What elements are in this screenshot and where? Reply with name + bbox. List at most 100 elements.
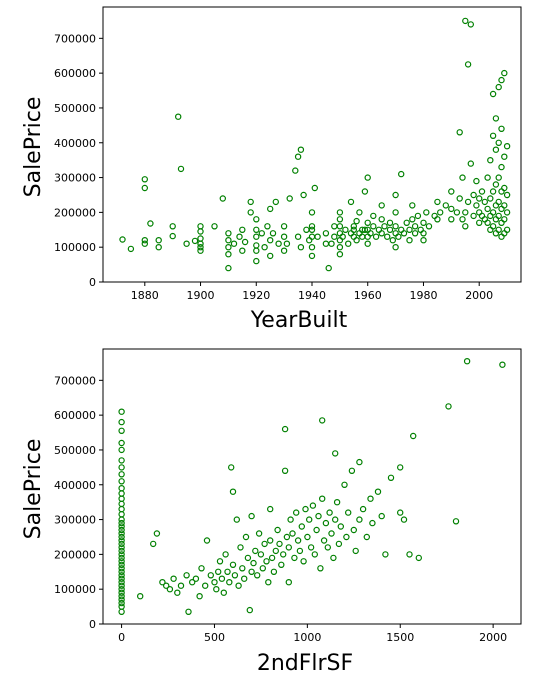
data-point xyxy=(400,516,408,523)
data-point xyxy=(183,572,190,579)
data-point xyxy=(155,236,162,244)
data-point xyxy=(415,554,422,562)
x-tick-label: 1500 xyxy=(386,631,414,644)
data-point xyxy=(503,142,511,150)
data-point xyxy=(350,526,357,534)
data-point xyxy=(326,509,333,516)
data-point xyxy=(364,219,371,226)
data-point xyxy=(263,558,270,565)
data-point xyxy=(118,547,125,555)
data-point xyxy=(495,212,502,220)
data-point xyxy=(292,167,299,174)
data-point xyxy=(118,537,125,544)
data-point xyxy=(378,202,385,209)
data-point xyxy=(378,230,385,237)
data-point xyxy=(229,488,237,495)
data-point xyxy=(308,226,316,233)
data-point xyxy=(265,579,272,586)
data-point xyxy=(250,559,257,567)
data-point xyxy=(487,195,494,202)
y-tick-label: 500000 xyxy=(54,444,96,457)
data-point xyxy=(267,505,274,513)
data-point xyxy=(356,230,363,237)
x-tick-label: 2000 xyxy=(465,289,493,302)
data-point xyxy=(464,198,472,206)
data-point xyxy=(309,502,317,509)
scatter-points xyxy=(119,17,511,272)
data-point xyxy=(118,579,125,586)
data-point xyxy=(375,226,383,233)
data-point xyxy=(398,170,405,178)
data-point xyxy=(239,565,246,572)
data-point xyxy=(285,579,292,586)
data-point xyxy=(331,223,338,230)
data-point xyxy=(313,526,320,534)
data-point xyxy=(118,446,125,454)
data-point xyxy=(118,464,125,471)
data-point xyxy=(118,586,125,593)
data-point xyxy=(397,464,404,471)
data-point xyxy=(319,495,326,502)
data-point xyxy=(369,519,376,527)
data-point xyxy=(244,554,252,562)
data-point xyxy=(220,589,227,596)
data-point xyxy=(297,243,305,251)
data-point xyxy=(445,403,452,410)
data-point xyxy=(476,219,483,226)
data-point xyxy=(236,233,243,240)
data-point xyxy=(425,223,433,230)
data-point xyxy=(219,195,226,202)
data-point xyxy=(246,606,253,614)
data-point xyxy=(336,230,344,237)
data-point xyxy=(392,223,399,230)
data-point xyxy=(267,205,274,213)
data-point xyxy=(356,458,363,466)
data-point xyxy=(389,236,396,244)
data-point xyxy=(481,216,488,223)
data-point xyxy=(149,540,157,548)
data-point xyxy=(118,589,125,596)
data-point xyxy=(492,181,500,188)
data-point xyxy=(499,361,506,368)
data-point xyxy=(398,226,405,233)
data-point xyxy=(434,198,441,206)
data-point xyxy=(336,209,344,216)
data-point xyxy=(495,198,502,206)
data-point xyxy=(141,176,148,183)
data-point xyxy=(359,505,367,513)
data-point xyxy=(356,516,363,523)
data-point xyxy=(400,230,408,237)
data-point xyxy=(361,188,369,195)
data-point xyxy=(281,467,289,474)
data-point xyxy=(462,209,469,216)
data-point xyxy=(420,230,427,237)
data-point xyxy=(118,603,125,610)
data-point xyxy=(304,533,311,541)
data-point xyxy=(253,226,260,233)
data-point xyxy=(275,240,282,247)
data-point xyxy=(392,230,399,237)
data-point xyxy=(431,212,438,220)
data-point xyxy=(270,568,278,576)
data-point xyxy=(317,565,324,572)
data-point xyxy=(300,191,307,199)
y-tick-label: 200000 xyxy=(54,206,96,219)
x-axis-label: 2ndFlrSF xyxy=(257,651,353,676)
data-point xyxy=(118,568,125,576)
data-point xyxy=(492,146,500,153)
data-point xyxy=(226,579,233,586)
data-point xyxy=(159,579,166,586)
data-point xyxy=(240,575,248,582)
data-point xyxy=(118,565,125,572)
x-tick-label: 500 xyxy=(204,631,225,644)
data-point xyxy=(272,547,279,555)
x-tick-label: 1940 xyxy=(298,289,326,302)
data-point xyxy=(169,223,176,230)
data-point xyxy=(370,223,377,230)
data-point xyxy=(417,226,424,233)
data-point xyxy=(367,495,374,502)
data-point xyxy=(118,533,125,541)
data-point xyxy=(259,565,266,572)
data-point xyxy=(258,230,265,237)
data-point xyxy=(414,212,422,220)
